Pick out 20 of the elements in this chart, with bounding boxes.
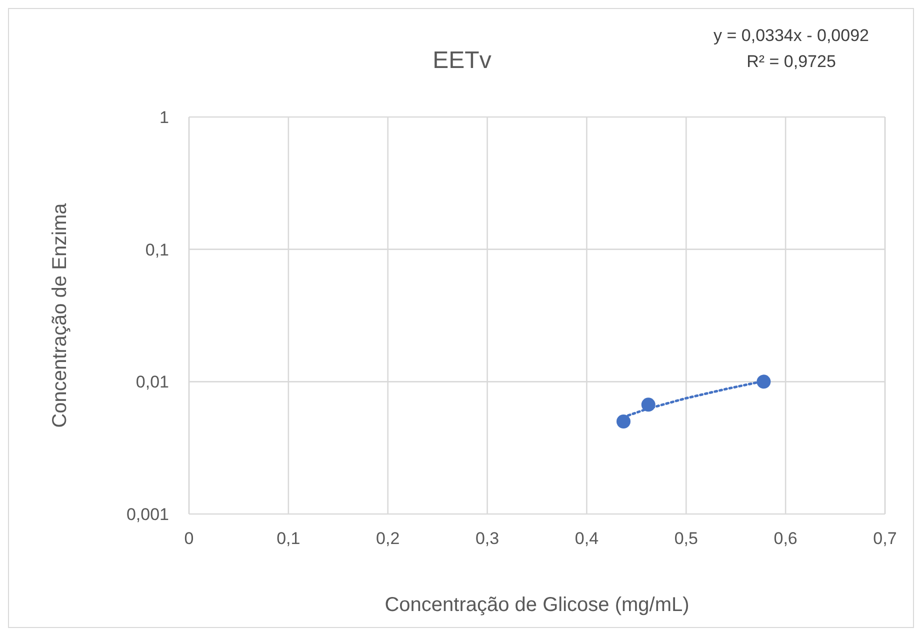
x-tick-label: 0,3 [475,529,500,548]
text: R² = 0,9725 [746,51,837,73]
x-tick-label: 0 [184,529,194,548]
x-tick-label: 0,6 [774,529,798,548]
y-tick-label: 1 [160,108,169,128]
point [756,374,771,389]
x-axis-title: Concentração de Glicose (mg/mL) [384,594,690,616]
point [616,414,631,429]
y-tick-label: 0,01 [136,372,169,392]
y-axis-title: Concentração de Enzima [49,202,72,428]
x-tick-label: 0,7 [873,529,897,548]
point [641,398,656,412]
text: y = 0,0334x - 0,0092 [714,25,869,47]
x-tick-label: 0,2 [376,529,400,548]
x-tick-label: 0,4 [574,529,599,548]
y-tick-label: 0,001 [126,505,169,524]
x-tick-label: 0,5 [674,529,698,548]
y-tick-label: 0,1 [145,240,169,260]
chart-title: EETv [432,47,492,74]
x-tick-label: 0,1 [276,529,300,548]
